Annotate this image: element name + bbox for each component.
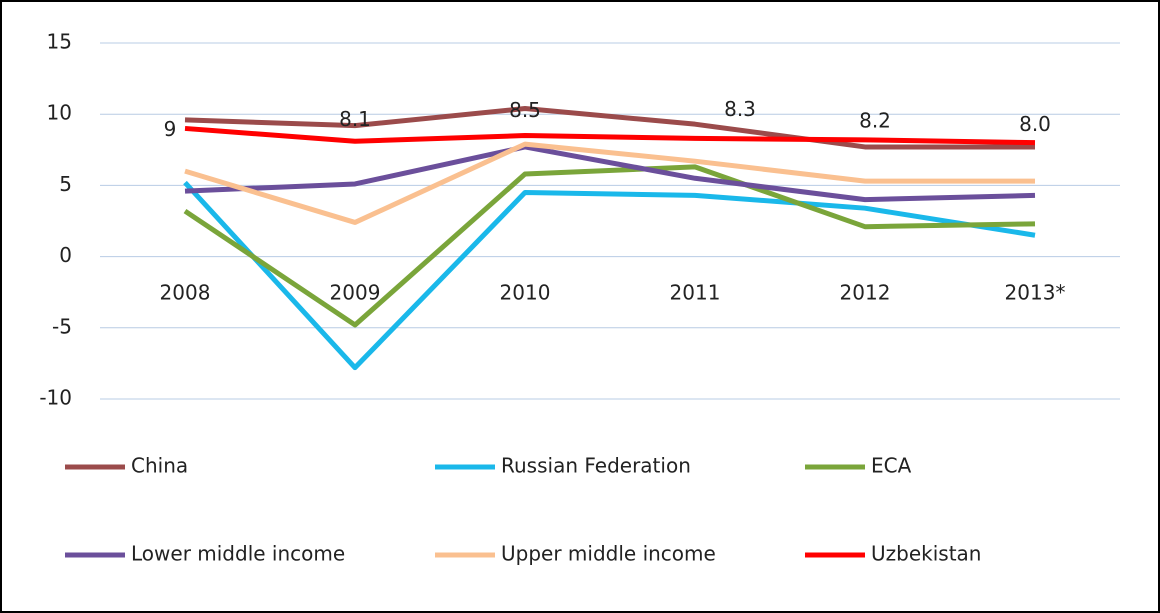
series-line bbox=[183, 164, 1036, 328]
x-tick-label: 2009 bbox=[330, 281, 381, 305]
data-label: 8.3 bbox=[724, 97, 756, 121]
x-tick-label: 2012 bbox=[840, 281, 891, 305]
legend-label: Upper middle income bbox=[501, 542, 716, 566]
y-tick-label: 10 bbox=[47, 101, 72, 125]
legend-label: ECA bbox=[871, 454, 912, 478]
y-tick-label: -5 bbox=[52, 314, 72, 338]
series-line bbox=[184, 125, 1036, 146]
x-tick-label: 2011 bbox=[670, 281, 721, 305]
data-label: 8.1 bbox=[339, 107, 371, 131]
x-tick-label: 2010 bbox=[500, 281, 551, 305]
y-tick-label: -10 bbox=[39, 386, 72, 410]
series-line bbox=[184, 106, 1035, 150]
legend-label: China bbox=[131, 454, 188, 478]
data-label: 8.5 bbox=[509, 98, 541, 122]
y-tick-label: 5 bbox=[59, 172, 72, 196]
x-tick-label: 2008 bbox=[160, 281, 211, 305]
y-tick-label: 0 bbox=[59, 243, 72, 267]
series-line bbox=[184, 141, 1035, 225]
data-label: 9 bbox=[164, 117, 177, 141]
legend-label: Lower middle income bbox=[131, 542, 345, 566]
data-label: 8.2 bbox=[859, 108, 891, 132]
series-line bbox=[183, 180, 1036, 371]
legend-label: Russian Federation bbox=[501, 454, 691, 478]
x-tick-label: 2013* bbox=[1005, 281, 1066, 305]
data-label: 8.0 bbox=[1019, 112, 1051, 136]
y-tick-label: 15 bbox=[47, 30, 72, 54]
series-line bbox=[184, 144, 1036, 203]
legend-label: Uzbekistan bbox=[871, 542, 981, 566]
